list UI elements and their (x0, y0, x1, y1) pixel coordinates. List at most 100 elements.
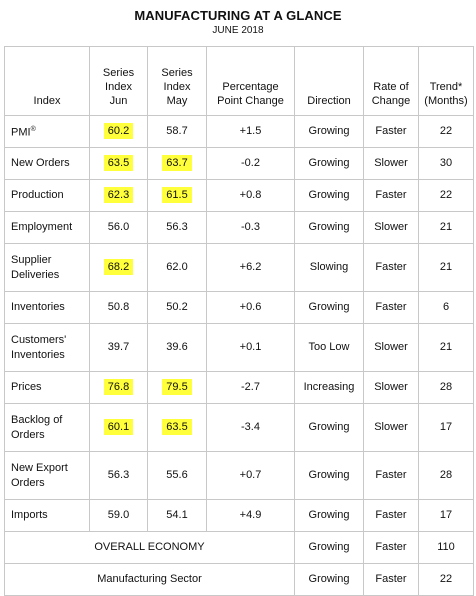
highlighted-value: 63.5 (162, 419, 192, 435)
cell-trend: 6 (418, 291, 474, 324)
row-index-name: Prices (4, 371, 90, 404)
table-row: Inventories 50.8 50.2 +0.6 Growing Faster 6 (4, 291, 474, 324)
cell-change: -2.7 (206, 371, 295, 404)
row-index-name: Backlog of Orders (4, 403, 90, 452)
value: 62.0 (166, 261, 188, 273)
index-name-line: Customers' (11, 333, 67, 346)
cell-jun: 39.7 (89, 323, 148, 372)
table-row: New Export Orders 56.3 55.6 +0.7 Growing Faste… (4, 451, 474, 500)
cell-change: -0.3 (206, 211, 295, 244)
manufacturing-table: Index Series Index Jun Series Index May Perc… (4, 46, 474, 596)
row-index-name: PMI® (4, 115, 90, 148)
index-name-line: Inventories (11, 348, 65, 361)
cell-may: 56.3 (147, 211, 207, 244)
row-index-name: Production (4, 179, 90, 212)
index-name-text: Prices (11, 381, 42, 393)
cell-trend: 22 (418, 179, 474, 212)
cell-jun: 76.8 (89, 371, 148, 404)
cell-direction: Growing (294, 147, 364, 180)
cell-jun: 59.0 (89, 499, 148, 532)
col-header-index: Index (4, 46, 90, 116)
table-row: Customers' Inventories 39.7 39.6 +0.1 Too Low… (4, 323, 474, 372)
col-header-jun: Series Index Jun (89, 46, 148, 116)
index-name-text: Imports (11, 509, 48, 521)
index-name-line: Backlog of (11, 413, 63, 426)
highlighted-value: 76.8 (103, 379, 134, 395)
cell-rate: Faster (363, 243, 419, 292)
cell-trend: 110 (418, 531, 474, 564)
cell-change: +0.8 (206, 179, 295, 212)
cell-rate: Faster (363, 499, 419, 532)
cell-jun: 60.1 (89, 403, 148, 452)
highlighted-value: 63.5 (103, 155, 134, 171)
cell-trend: 28 (418, 451, 474, 500)
cell-change: +0.6 (206, 291, 295, 324)
header-row: Index Series Index Jun Series Index May Perc… (4, 46, 474, 116)
cell-trend: 17 (418, 403, 474, 452)
table-row: Employment 56.0 56.3 -0.3 Growing Slower 21 (4, 211, 474, 244)
cell-trend: 21 (418, 323, 474, 372)
cell-direction: Growing (294, 115, 364, 148)
cell-trend: 22 (418, 115, 474, 148)
cell-rate: Faster (363, 563, 419, 596)
index-name-text: Production (11, 189, 64, 201)
table-row: PMI® 60.2 58.7 +1.5 Growing Faster 22 (4, 115, 474, 148)
cell-trend: 22 (418, 563, 474, 596)
col-header-direction: Direction (294, 46, 364, 116)
summary-row: OVERALL ECONOMY Growing Faster 110 (4, 531, 474, 564)
highlighted-value: 60.1 (103, 419, 134, 435)
cell-jun: 68.2 (89, 243, 148, 292)
cell-direction: Growing (294, 179, 364, 212)
cell-jun: 56.0 (89, 211, 148, 244)
index-name-text: New Orders (11, 157, 70, 169)
cell-may: 39.6 (147, 323, 207, 372)
cell-rate: Slower (363, 323, 419, 372)
cell-may: 55.6 (147, 451, 207, 500)
highlighted-value: 60.2 (103, 123, 134, 139)
cell-may: 79.5 (147, 371, 207, 404)
col-header-change: Percentage Point Change (206, 46, 295, 116)
table-row: New Orders 63.5 63.7 -0.2 Growing Slower 30 (4, 147, 474, 180)
cell-direction: Too Low (294, 323, 364, 372)
value: 55.6 (166, 469, 188, 481)
value: 39.7 (107, 341, 130, 353)
cell-rate: Faster (363, 291, 419, 324)
cell-direction: Growing (294, 291, 364, 324)
value: 50.8 (107, 301, 130, 313)
highlighted-value: 68.2 (103, 259, 134, 275)
highlighted-value: 79.5 (162, 379, 192, 395)
cell-jun: 56.3 (89, 451, 148, 500)
value: 58.7 (166, 125, 188, 137)
col-header-trend: Trend* (Months) (418, 46, 474, 116)
cell-jun: 63.5 (89, 147, 148, 180)
cell-rate: Faster (363, 451, 419, 500)
cell-direction: Growing (294, 531, 364, 564)
cell-trend: 17 (418, 499, 474, 532)
cell-rate: Slower (363, 371, 419, 404)
col-header-may: Series Index May (147, 46, 207, 116)
page-title: MANUFACTURING AT A GLANCE (134, 8, 342, 23)
row-index-name: Imports (4, 499, 90, 532)
row-index-name: New Export Orders (4, 451, 90, 500)
cell-rate: Slower (363, 211, 419, 244)
index-name-text: Inventories (11, 301, 65, 313)
index-name-text: Employment (11, 221, 73, 233)
highlighted-value: 63.7 (162, 155, 192, 171)
cell-jun: 50.8 (89, 291, 148, 324)
cell-change: -0.2 (206, 147, 295, 180)
value: 39.6 (166, 341, 188, 353)
highlighted-value: 61.5 (162, 187, 192, 203)
cell-change: +0.7 (206, 451, 295, 500)
cell-change: +6.2 (206, 243, 295, 292)
value: 50.2 (166, 301, 188, 313)
index-name-line: Supplier (11, 253, 52, 266)
summary-label: Manufacturing Sector (4, 563, 295, 596)
row-index-name: Supplier Deliveries (4, 243, 90, 292)
cell-may: 62.0 (147, 243, 207, 292)
cell-rate: Faster (363, 179, 419, 212)
cell-direction: Growing (294, 211, 364, 244)
summary-row: Manufacturing Sector Growing Faster 22 (4, 563, 474, 596)
row-index-name: Employment (4, 211, 90, 244)
registered-mark: ® (30, 126, 36, 134)
